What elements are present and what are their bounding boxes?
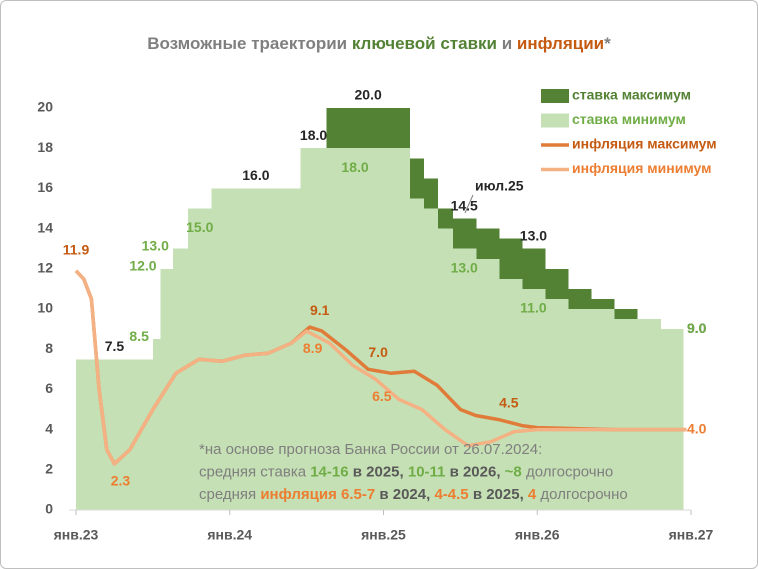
- x-tick-label: янв.25: [361, 527, 406, 543]
- note-part: в 2025,: [469, 486, 528, 503]
- data-label: 16.0: [242, 167, 269, 183]
- annotation: июл.25: [475, 178, 524, 194]
- data-label: 9.0: [687, 320, 707, 336]
- note-part: в 2026,: [445, 463, 504, 480]
- title-part: *: [604, 34, 611, 53]
- data-label: 7.0: [368, 344, 388, 360]
- y-tick-label: 8: [45, 340, 53, 356]
- rate-step: [423, 208, 438, 510]
- rate-step: [437, 228, 454, 510]
- data-label: 4.0: [687, 420, 707, 436]
- legend-label: ставка минимум: [572, 111, 686, 127]
- note-part: 4-4.5: [434, 486, 468, 503]
- y-tick-label: 16: [37, 179, 53, 195]
- data-label: 18.0: [300, 127, 327, 143]
- rate-step: [660, 329, 684, 510]
- data-label: 2.3: [111, 472, 131, 488]
- rate-step: [409, 198, 424, 510]
- y-tick-label: 4: [45, 420, 53, 436]
- x-tick-label: янв.26: [515, 527, 560, 543]
- data-label: 7.5: [105, 338, 125, 354]
- data-label: 9.0: [687, 320, 707, 336]
- y-tick-label: 10: [37, 300, 53, 316]
- rate-step: [544, 298, 569, 510]
- annotation-pointer: [464, 194, 474, 214]
- data-label: 18.0: [341, 159, 368, 175]
- legend-swatch: [541, 89, 569, 103]
- data-label: 9.1: [310, 302, 330, 318]
- data-label: 15.0: [186, 219, 213, 235]
- note-part: средняя: [199, 486, 260, 503]
- y-tick-label: 14: [37, 219, 53, 235]
- data-label: 14.5: [451, 197, 478, 213]
- rate-step: [172, 248, 189, 510]
- data-label: 8.5: [129, 328, 149, 344]
- note-part: долгосрочно: [536, 486, 627, 503]
- data-label: 11.9: [63, 242, 90, 258]
- x-tick-label: янв.24: [207, 527, 252, 543]
- title-part: и: [497, 34, 517, 53]
- note-part: инфляция 6.5-7: [260, 486, 375, 503]
- data-label: 6.5: [372, 388, 392, 404]
- y-tick-label: 6: [45, 380, 53, 396]
- data-label: 13.0: [142, 237, 169, 253]
- note-line: средняя инфляция 6.5-7 в 2024, 4-4.5 в 2…: [199, 486, 628, 503]
- note-line: средняя ставка 14-16 в 2025, 10-11 в 202…: [199, 463, 613, 480]
- data-label: 4.5: [499, 394, 519, 410]
- legend-label: инфляция минимум: [572, 160, 711, 176]
- data-label: 13.0: [520, 227, 547, 243]
- y-tick-label: 0: [45, 501, 53, 517]
- rate-step: [498, 278, 523, 510]
- rate-step: [152, 339, 162, 510]
- note-part: 10-11: [408, 463, 446, 480]
- x-tick-label: янв.23: [54, 527, 99, 543]
- legend-swatch: [541, 113, 569, 128]
- y-tick-label: 18: [37, 139, 53, 155]
- note-part: ~8: [505, 463, 522, 480]
- inflation-line: [74, 269, 687, 466]
- y-tick-label: 2: [45, 461, 53, 477]
- y-tick-label: 12: [37, 260, 53, 276]
- data-label: 8.9: [303, 340, 323, 356]
- data-label: 20.0: [355, 87, 382, 103]
- note-line: *на основе прогноза Банка России от 26.0…: [199, 441, 542, 458]
- title-part: ключевой ставки: [352, 34, 497, 53]
- title-part: инфляции: [517, 34, 604, 53]
- title-part: Возможные траектории: [147, 34, 352, 53]
- note-part: в 2024,: [375, 486, 434, 503]
- chart-title: Возможные траектории ключевой ставки и и…: [147, 34, 611, 53]
- note-part: в 2025,: [349, 463, 408, 480]
- note-part: средняя ставка: [199, 463, 310, 480]
- legend-label: инфляция максимум: [572, 136, 717, 152]
- note-part: 4: [528, 486, 537, 503]
- data-label: 13.0: [451, 259, 478, 275]
- legend-label: ставка максимум: [572, 87, 691, 103]
- y-tick-label: 20: [37, 99, 53, 115]
- note-part: 14-16: [310, 463, 348, 480]
- note-part: долгосрочно: [522, 463, 613, 480]
- rate-step: [475, 258, 500, 510]
- rate-step: [211, 188, 301, 510]
- rate-step: [568, 309, 615, 510]
- rate-step: [521, 288, 546, 510]
- note-part: *на основе прогноза Банка России от 26.0…: [199, 441, 542, 458]
- data-label: 12.0: [129, 258, 156, 274]
- rate-step: [614, 319, 661, 510]
- x-tick-label: янв.27: [669, 527, 714, 543]
- data-label: 11.0: [520, 300, 547, 316]
